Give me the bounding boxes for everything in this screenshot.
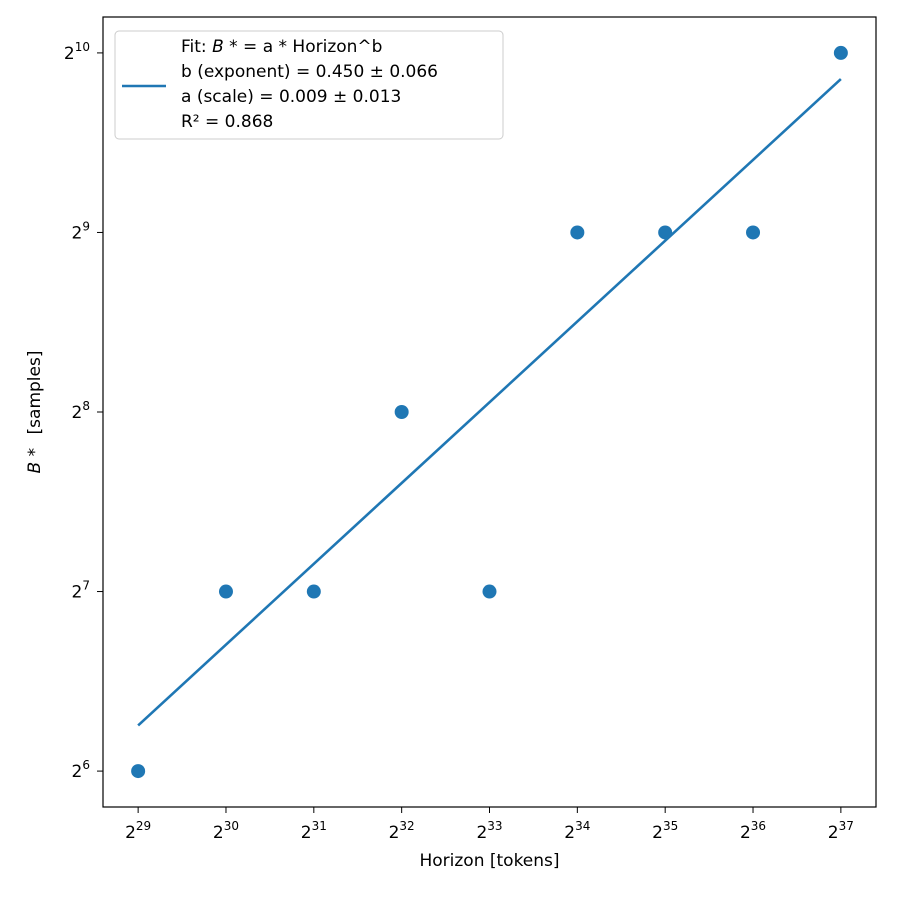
y-tick-base: 2 bbox=[72, 762, 83, 782]
x-tick-exponent: 31 bbox=[312, 819, 327, 833]
data-point bbox=[658, 225, 673, 240]
data-point bbox=[746, 225, 761, 240]
x-tick-exponent: 34 bbox=[575, 819, 590, 833]
data-point bbox=[131, 764, 146, 779]
y-tick-label: 210 bbox=[64, 40, 90, 64]
x-tick-exponent: 32 bbox=[399, 819, 414, 833]
data-point bbox=[570, 225, 585, 240]
x-tick-base: 2 bbox=[301, 823, 312, 843]
x-tick-label: 232 bbox=[389, 819, 415, 843]
fit-line-group bbox=[137, 78, 842, 727]
y-tick-base: 2 bbox=[72, 403, 83, 423]
legend-line-r2: R² = 0.868 bbox=[181, 112, 273, 132]
x-tick-base: 2 bbox=[476, 823, 487, 843]
x-tick-exponent: 35 bbox=[663, 819, 678, 833]
x-tick-base: 2 bbox=[740, 823, 751, 843]
y-axis-label-unit: [samples] bbox=[25, 351, 45, 435]
y-axis-label: B * [samples] bbox=[25, 351, 45, 474]
x-tick-base: 2 bbox=[564, 823, 575, 843]
x-tick-base: 2 bbox=[389, 823, 400, 843]
x-tick-exponent: 30 bbox=[224, 819, 239, 833]
data-point bbox=[482, 584, 497, 599]
svg-text:B * [samples]: B * [samples] bbox=[25, 351, 45, 474]
data-point bbox=[833, 45, 848, 60]
x-axis-label: Horizon [tokens] bbox=[419, 851, 559, 871]
data-points bbox=[131, 45, 848, 779]
legend-fit-suffix: = a * Horizon^b bbox=[238, 37, 383, 57]
fit-line bbox=[137, 78, 842, 727]
y-tick-exponent: 6 bbox=[82, 758, 90, 772]
y-tick-base: 2 bbox=[72, 583, 83, 603]
data-point bbox=[306, 584, 321, 599]
x-axis-ticks: 229 230 231 232 233 234 235 236 237 bbox=[125, 807, 854, 843]
legend-line-exponent: b (exponent) = 0.450 ± 0.066 bbox=[181, 62, 438, 82]
legend-fit-prefix: Fit: bbox=[181, 37, 212, 57]
x-tick-label: 230 bbox=[213, 819, 239, 843]
legend-line-scale: a (scale) = 0.009 ± 0.013 bbox=[181, 87, 401, 107]
y-tick-base: 2 bbox=[64, 44, 75, 64]
x-tick-base: 2 bbox=[652, 823, 663, 843]
y-tick-label: 29 bbox=[72, 219, 90, 243]
x-tick-label: 234 bbox=[564, 819, 590, 843]
y-tick-exponent: 9 bbox=[82, 219, 90, 233]
x-tick-label: 229 bbox=[125, 819, 151, 843]
y-tick-exponent: 10 bbox=[75, 40, 90, 54]
x-tick-exponent: 37 bbox=[839, 819, 854, 833]
data-point bbox=[218, 584, 233, 599]
legend-line-1: Fit: B * = a * Horizon^b bbox=[181, 37, 382, 57]
x-tick-base: 2 bbox=[213, 823, 224, 843]
legend: Fit: B * = a * Horizon^b b (exponent) = … bbox=[114, 30, 504, 140]
x-tick-base: 2 bbox=[125, 823, 136, 843]
y-tick-exponent: 8 bbox=[82, 399, 90, 413]
x-tick-exponent: 33 bbox=[487, 819, 502, 833]
x-tick-exponent: 36 bbox=[751, 819, 766, 833]
y-tick-label: 28 bbox=[72, 399, 90, 423]
legend-fit-symbol: B * bbox=[212, 37, 238, 57]
y-tick-label: 27 bbox=[72, 579, 90, 603]
x-tick-label: 236 bbox=[740, 819, 766, 843]
y-axis-label-symbol: B * bbox=[25, 448, 45, 474]
y-tick-label: 26 bbox=[72, 758, 90, 782]
x-tick-label: 233 bbox=[476, 819, 502, 843]
x-tick-label: 237 bbox=[828, 819, 854, 843]
data-point bbox=[394, 405, 409, 419]
y-tick-base: 2 bbox=[72, 223, 83, 243]
x-tick-label: 231 bbox=[301, 819, 327, 843]
x-tick-base: 2 bbox=[828, 823, 839, 843]
legend-frame bbox=[114, 30, 504, 140]
y-tick-exponent: 7 bbox=[82, 579, 90, 593]
x-tick-label: 235 bbox=[652, 819, 678, 843]
x-tick-exponent: 29 bbox=[136, 819, 151, 833]
